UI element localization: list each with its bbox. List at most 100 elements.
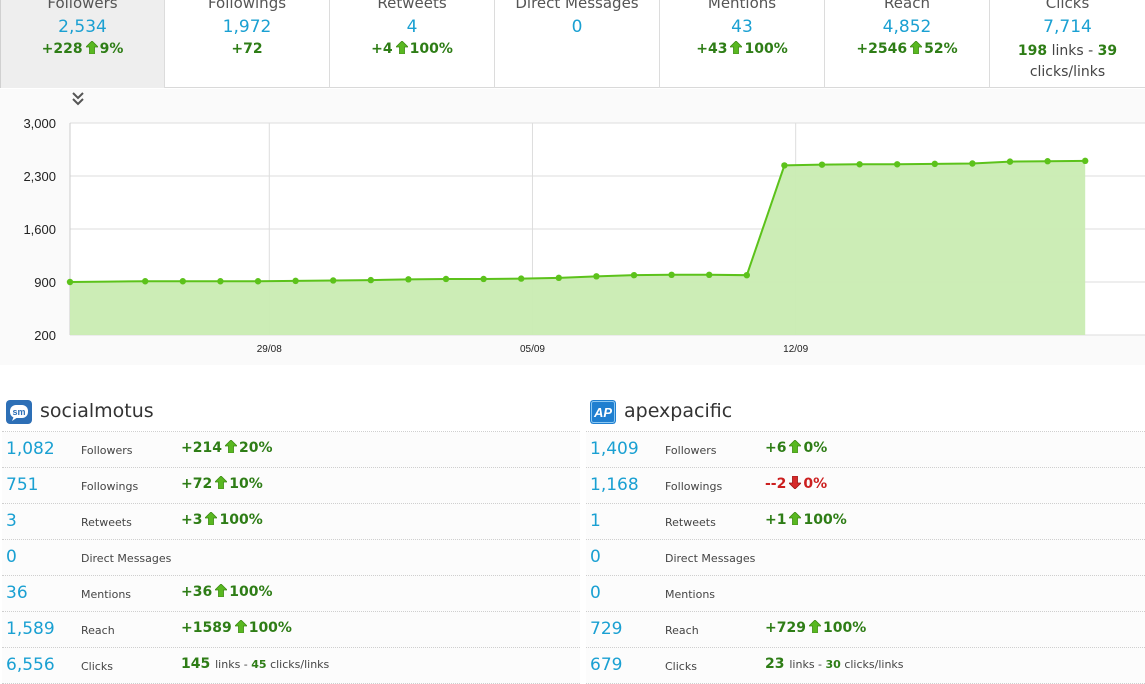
tab-change: +228 9%: [41, 41, 124, 57]
stat-value: 0: [6, 547, 17, 567]
account-panel-apexpacific: AP apexpacific 1,409 Followers +6 0% 1,16…: [586, 394, 1145, 684]
data-point: [706, 271, 713, 279]
stat-row-followings: 1,168 Followings --2 0%: [586, 468, 1145, 504]
data-point: [931, 160, 938, 168]
stat-label: Clicks: [81, 660, 113, 673]
tab-reach[interactable]: Reach 4,852 +2546 52%: [825, 0, 990, 88]
data-point: [1006, 158, 1014, 165]
data-point: [818, 161, 826, 168]
tab-direct-messages[interactable]: Direct Messages 0: [495, 0, 660, 88]
tab-value: 4,852: [882, 17, 932, 37]
arrow-up-icon: [215, 476, 228, 489]
data-point: [330, 277, 337, 284]
stat-value: 1,082: [6, 439, 55, 459]
data-point: [405, 276, 412, 283]
tab-change: +43 100%: [696, 41, 788, 57]
stat-change: --2 0%: [765, 476, 828, 492]
stat-value: 36: [6, 583, 28, 603]
stat-label: Retweets: [81, 516, 132, 529]
tab-mentions[interactable]: Mentions 43 +43 100%: [660, 0, 825, 88]
account-name[interactable]: socialmotus: [40, 400, 154, 422]
stat-row-followers: 1,082 Followers +214 20%: [2, 432, 580, 468]
tab-label: Followings: [207, 0, 287, 12]
stat-change: +1589 100%: [181, 620, 292, 636]
stat-value: 1: [590, 511, 601, 531]
y-tick-label: 200: [34, 328, 56, 343]
stat-label: Clicks: [665, 660, 697, 673]
tab-clicks[interactable]: Clicks 7,714 198 links - 39 clicks/links: [990, 0, 1145, 88]
stat-row-direct-messages: 0 Direct Messages: [586, 540, 1145, 576]
data-point: [668, 271, 675, 279]
stat-row-retweets: 1 Retweets +1 100%: [586, 504, 1145, 540]
arrow-up-icon: [789, 512, 802, 525]
stat-row-reach: 729 Reach +729 100%: [586, 612, 1145, 648]
stat-change: +36 100%: [181, 584, 273, 600]
tab-value: 4: [406, 17, 418, 37]
tab-label: Followers: [47, 0, 118, 12]
double-chevron-down-icon[interactable]: [70, 91, 86, 107]
tab-followings[interactable]: Followings 1,972 +72: [165, 0, 330, 88]
stat-row-mentions: 36 Mentions +36 100%: [2, 576, 580, 612]
stat-label: Reach: [81, 624, 115, 637]
apexpacific-logo-icon: AP: [590, 400, 616, 424]
stat-change: +214 20%: [181, 440, 273, 456]
data-point: [781, 162, 788, 169]
y-tick-label: 1,600: [23, 222, 56, 237]
stat-row-retweets: 3 Retweets +3 100%: [2, 504, 580, 540]
stat-change: +3 100%: [181, 512, 263, 528]
data-point: [480, 275, 487, 283]
tab-change: +72: [231, 41, 263, 57]
data-point: [894, 161, 901, 168]
stat-value: 0: [590, 583, 601, 603]
tab-label: Mentions: [707, 0, 777, 12]
tab-value: 1,972: [222, 17, 272, 37]
stat-clicks-detail: 145 links - 45 clicks/links: [181, 656, 330, 672]
arrow-up-icon: [205, 512, 218, 525]
stat-change: +72 10%: [181, 476, 263, 492]
tab-retweets[interactable]: Retweets 4 +4 100%: [330, 0, 495, 88]
arrow-up-icon: [215, 584, 228, 597]
data-point: [969, 160, 976, 167]
stat-value: 1,589: [6, 619, 55, 639]
tab-value: 2,534: [58, 17, 107, 37]
arrow-up-icon: [234, 620, 247, 633]
data-point: [254, 278, 262, 285]
account-panel-socialmotus: sm socialmotus 1,082 Followers +214 20% 7…: [2, 394, 580, 684]
svg-text:AP: AP: [593, 405, 612, 420]
stat-row-mentions: 0 Mentions: [586, 576, 1145, 612]
data-point: [292, 277, 299, 285]
stat-row-followers: 1,409 Followers +6 0%: [586, 432, 1145, 468]
tab-clicks-detail: 198 links - 39 clicks/links: [1017, 43, 1118, 80]
stat-value: 0: [590, 547, 601, 567]
tab-label: Clicks: [1045, 0, 1090, 12]
stat-change: +729 100%: [765, 620, 867, 636]
stat-row-reach: 1,589 Reach +1589 100%: [2, 612, 580, 648]
stat-label: Retweets: [665, 516, 716, 529]
account-name[interactable]: apexpacific: [624, 400, 733, 422]
y-tick-label: 3,000: [23, 116, 56, 131]
stat-change: +1 100%: [765, 512, 847, 528]
summary-tabs: Followers 2,534 +228 9% Followings 1,972 …: [0, 0, 1145, 88]
followers-chart-panel: 3,000 2,300 1,600 900 200 29/08 05/09 12/09: [0, 89, 1145, 365]
data-point: [1082, 157, 1089, 165]
arrow-down-icon: [789, 476, 802, 489]
data-point: [856, 161, 863, 168]
arrow-up-icon: [730, 41, 743, 54]
y-tick-label: 2,300: [23, 169, 56, 184]
arrow-up-icon: [910, 41, 923, 54]
tab-value: 43: [731, 17, 753, 37]
stat-value: 6,556: [6, 655, 55, 675]
stat-value: 729: [590, 619, 623, 639]
tab-value: 7,714: [1043, 17, 1092, 37]
data-point: [442, 275, 450, 283]
x-tick-label: 05/09: [520, 344, 545, 355]
stat-label: Direct Messages: [665, 552, 756, 565]
followers-area: [70, 160, 1086, 335]
data-point: [630, 271, 638, 279]
stat-label: Direct Messages: [81, 552, 172, 565]
arrow-up-icon: [224, 440, 237, 453]
arrow-up-icon: [808, 620, 821, 633]
stat-value: 751: [6, 475, 39, 495]
tab-followers[interactable]: Followers 2,534 +228 9%: [0, 0, 165, 88]
x-tick-label: 29/08: [257, 344, 282, 355]
